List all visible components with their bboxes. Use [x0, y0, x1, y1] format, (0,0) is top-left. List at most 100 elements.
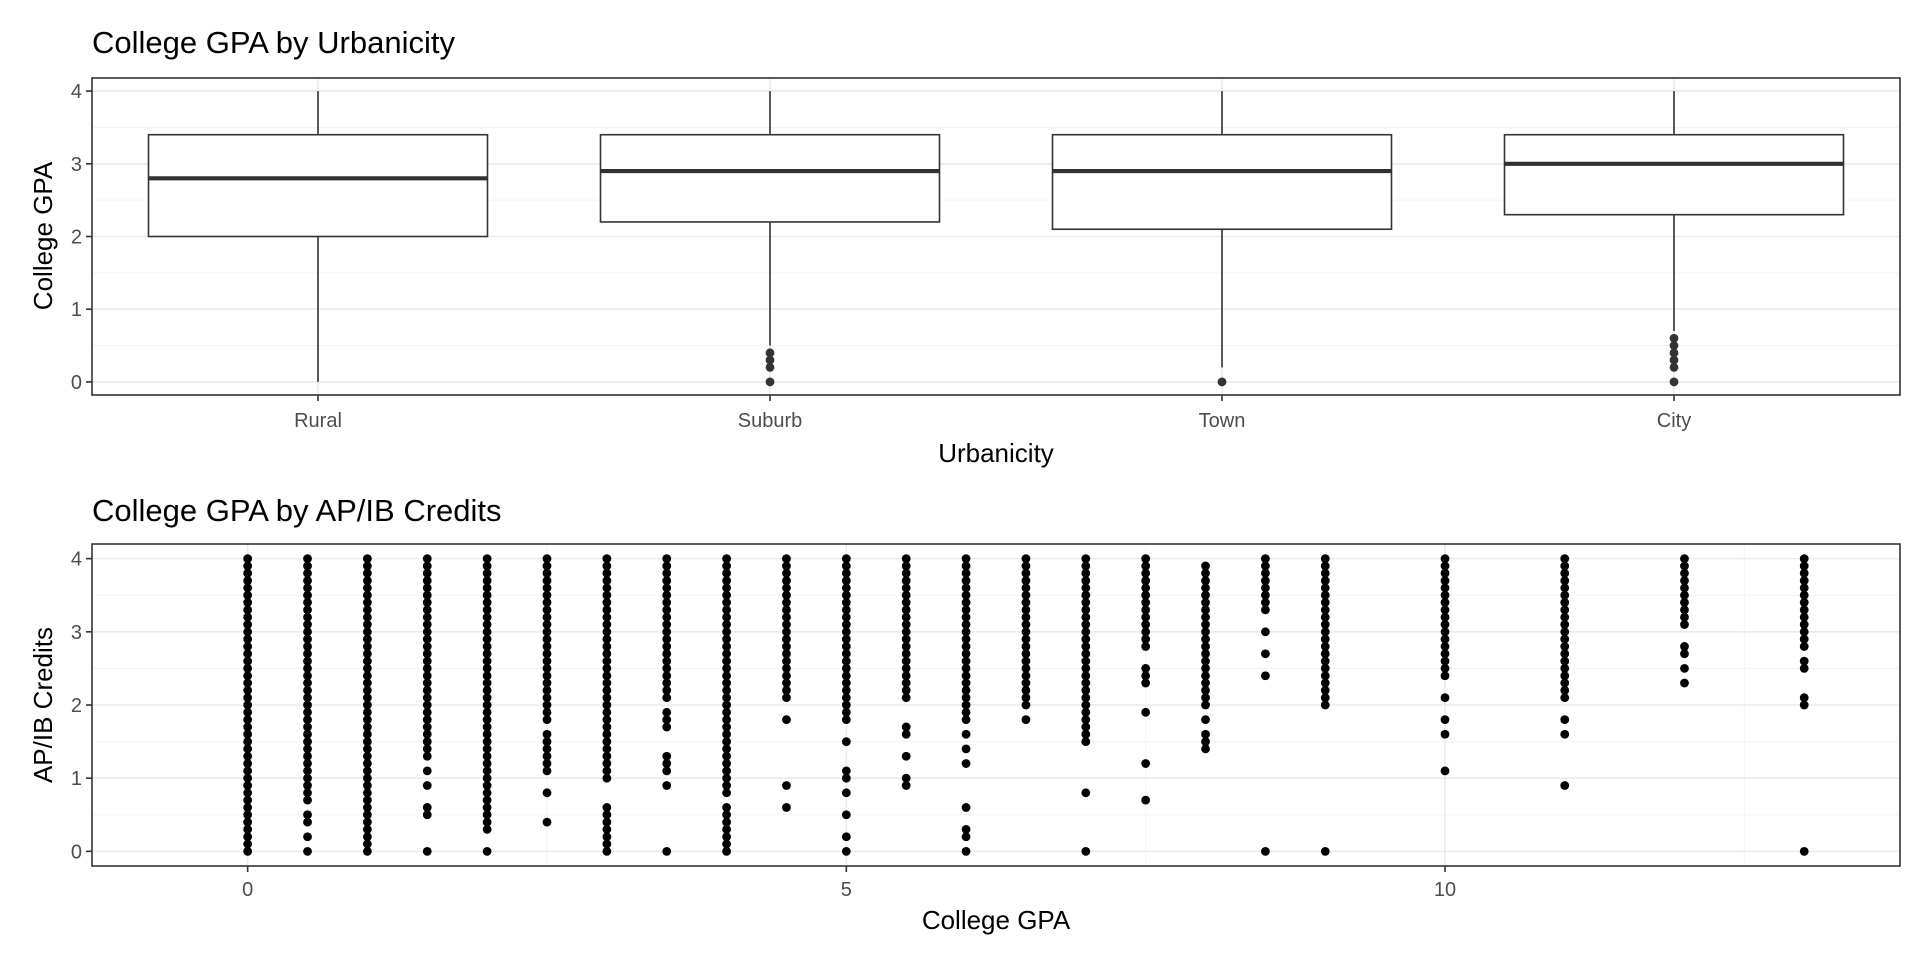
- scatter-point: [303, 788, 312, 798]
- scatter-point: [1141, 634, 1151, 644]
- scatter-point: [841, 590, 851, 600]
- scatter-point: [542, 788, 552, 798]
- scatter-point: [1560, 568, 1570, 578]
- scatter-point: [303, 832, 312, 842]
- scatter-point: [1440, 729, 1450, 739]
- scatter-point: [722, 707, 731, 717]
- scatter-point: [961, 554, 971, 564]
- scatter-point: [482, 751, 492, 761]
- scatter-column: [602, 554, 612, 856]
- scatter-point: [602, 817, 612, 827]
- scatter-point: [662, 605, 672, 615]
- scatter-point: [1320, 605, 1330, 615]
- scatter-point: [362, 664, 372, 673]
- scatter-point: [422, 583, 432, 593]
- scatter-point: [901, 729, 911, 739]
- scatter-point: [243, 839, 253, 849]
- scatter-point: [362, 832, 372, 842]
- scatter-point: [1799, 590, 1809, 600]
- scatter-point: [1440, 612, 1450, 622]
- scatter-point: [243, 781, 253, 790]
- scatter-point: [303, 781, 312, 790]
- scatter-point: [1081, 788, 1091, 798]
- scatter-point: [243, 759, 253, 768]
- scatter-point: [782, 678, 791, 688]
- scatter-point: [422, 620, 432, 629]
- scatter-point: [782, 627, 791, 637]
- scatter-plot-y-tick-label: 4: [71, 549, 82, 571]
- scatter-point: [303, 590, 312, 600]
- scatter-point: [1201, 612, 1210, 622]
- scatter-point: [602, 568, 612, 578]
- scatter-point: [901, 649, 911, 659]
- scatter-point: [243, 795, 253, 805]
- scatter-point: [722, 685, 731, 695]
- scatter-point: [1320, 634, 1330, 644]
- scatter-point: [1021, 634, 1031, 644]
- scatter-point: [722, 773, 731, 783]
- scatter-point: [362, 803, 372, 812]
- scatter-plot-title: College GPA by AP/IB Credits: [92, 493, 502, 528]
- scatter-column: [303, 554, 312, 856]
- scatter-point: [901, 693, 911, 703]
- scatter-point: [1201, 693, 1210, 703]
- scatter-point: [1261, 561, 1270, 571]
- box-plot-x-tick-label: Suburb: [738, 410, 803, 432]
- scatter-point: [542, 744, 552, 754]
- scatter-point: [961, 759, 971, 768]
- scatter-point: [782, 590, 791, 600]
- scatter-point: [1560, 576, 1570, 585]
- scatter-point: [722, 729, 731, 739]
- scatter-point: [1201, 583, 1210, 593]
- scatter-point: [602, 685, 612, 695]
- scatter-point: [782, 685, 791, 695]
- scatter-point: [602, 678, 612, 688]
- scatter-point: [722, 678, 731, 688]
- scatter-point: [1440, 568, 1450, 578]
- scatter-point: [722, 656, 731, 666]
- scatter-point: [901, 664, 911, 673]
- scatter-point: [841, 598, 851, 607]
- scatter-point: [243, 722, 253, 732]
- scatter-point: [1201, 671, 1210, 681]
- scatter-point: [901, 612, 911, 622]
- scatter-point: [422, 700, 432, 710]
- scatter-point: [722, 554, 731, 564]
- scatter-point: [542, 561, 552, 571]
- scatter-point: [722, 664, 731, 673]
- scatter-point: [901, 576, 911, 585]
- box-plot-x-tick-label: City: [1657, 410, 1691, 432]
- box-outlier-point: [765, 355, 775, 365]
- scatter-point: [602, 627, 612, 637]
- scatter-point: [1081, 664, 1091, 673]
- scatter-point: [422, 634, 432, 644]
- scatter-point: [362, 810, 372, 820]
- box-plot-marks: [147, 91, 1845, 387]
- scatter-point: [1560, 693, 1570, 703]
- scatter-point: [482, 583, 492, 593]
- scatter-point: [961, 612, 971, 622]
- scatter-point: [243, 605, 253, 615]
- scatter-column: [1261, 554, 1270, 856]
- scatter-point: [1201, 642, 1210, 651]
- scatter-point: [482, 590, 492, 600]
- scatter-point: [422, 605, 432, 615]
- scatter-point: [961, 590, 971, 600]
- box-plot-panel: College GPA by Urbanicity 0 1 2 3 4 Rural Subu…: [28, 25, 1901, 468]
- scatter-point: [542, 751, 552, 761]
- scatter-point: [1560, 671, 1570, 681]
- scatter-point: [841, 656, 851, 666]
- scatter-point: [1320, 693, 1330, 703]
- scatter-point: [841, 576, 851, 585]
- scatter-point: [1201, 634, 1210, 644]
- scatter-point: [243, 803, 253, 812]
- scatter-point: [542, 642, 552, 651]
- scatter-point: [782, 649, 791, 659]
- scatter-point: [841, 605, 851, 615]
- scatter-point: [482, 576, 492, 585]
- scatter-point: [1799, 846, 1809, 856]
- scatter-point: [303, 729, 312, 739]
- scatter-point: [722, 788, 731, 798]
- scatter-point: [1201, 590, 1210, 600]
- scatter-point: [841, 715, 851, 725]
